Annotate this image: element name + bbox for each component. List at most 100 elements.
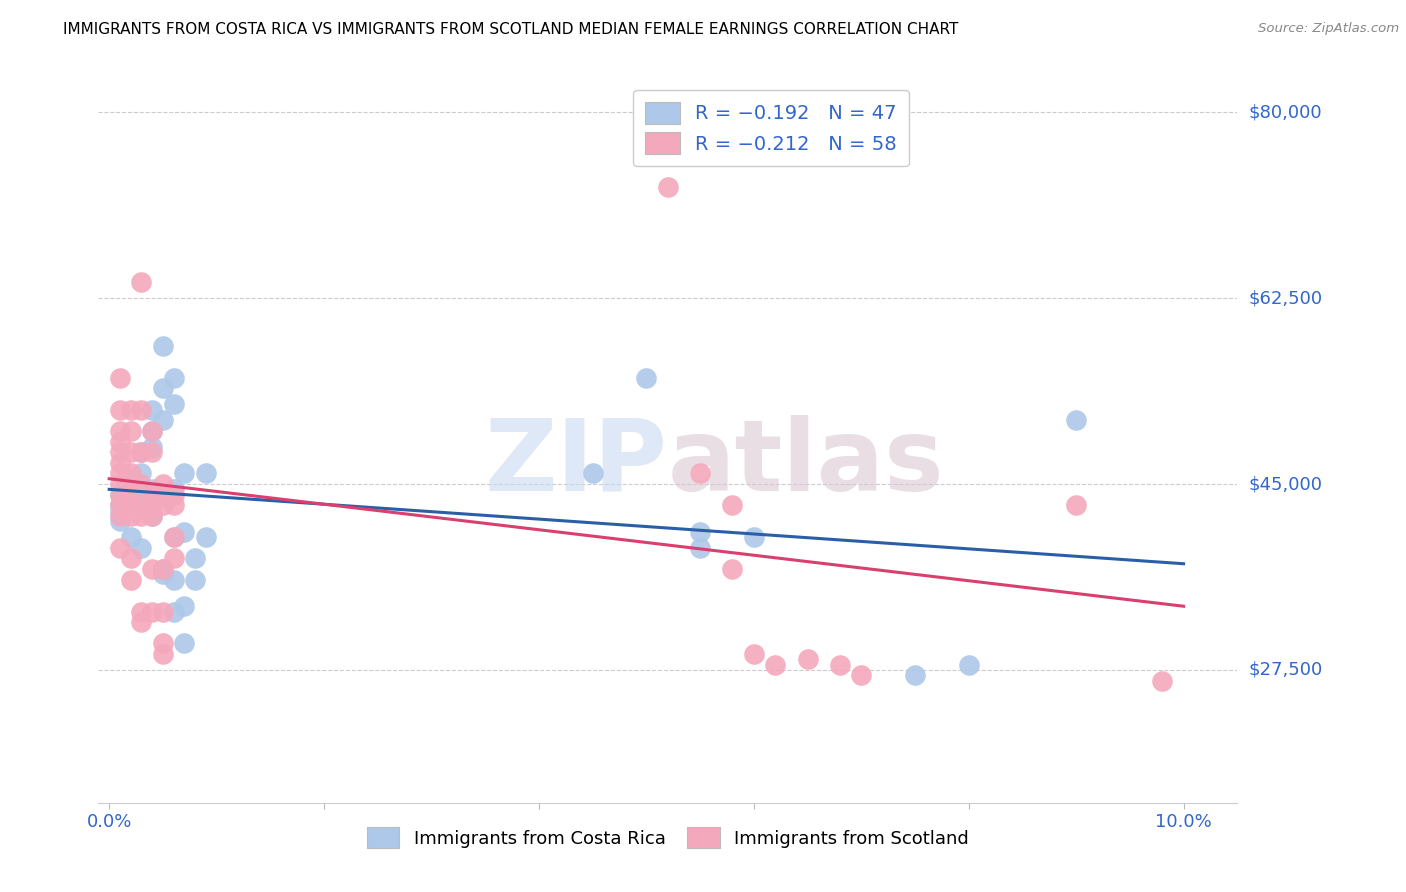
Point <box>1064 498 1087 512</box>
Point <box>120 508 142 523</box>
Point <box>162 483 184 497</box>
Point <box>108 434 131 449</box>
Point <box>657 179 679 194</box>
Point <box>108 402 131 417</box>
Point <box>162 397 184 411</box>
Point <box>120 483 142 497</box>
Point <box>689 467 711 481</box>
Point <box>152 477 174 491</box>
Point <box>141 440 163 454</box>
Point <box>131 445 153 459</box>
Point <box>152 413 174 427</box>
Point <box>108 488 131 502</box>
Point <box>636 371 658 385</box>
Point <box>173 636 195 650</box>
Point <box>120 402 142 417</box>
Point <box>721 562 744 576</box>
Point <box>194 467 217 481</box>
Point <box>763 657 786 672</box>
Point <box>173 524 195 539</box>
Point <box>131 498 153 512</box>
Text: ZIP: ZIP <box>485 415 668 512</box>
Point <box>131 488 153 502</box>
Point <box>742 647 765 661</box>
Point <box>131 615 153 630</box>
Point <box>131 541 153 555</box>
Point <box>131 467 153 481</box>
Point <box>141 498 163 512</box>
Point <box>141 493 163 508</box>
Point <box>131 605 153 619</box>
Point <box>173 467 195 481</box>
Point <box>108 467 131 481</box>
Point <box>141 424 163 438</box>
Point <box>141 562 163 576</box>
Point <box>141 508 163 523</box>
Point <box>108 541 131 555</box>
Point <box>152 339 174 353</box>
Point <box>152 605 174 619</box>
Point <box>152 567 174 582</box>
Point <box>152 381 174 395</box>
Point <box>162 551 184 566</box>
Point <box>1152 673 1174 688</box>
Point <box>194 530 217 544</box>
Point <box>162 488 184 502</box>
Point <box>120 493 142 508</box>
Point <box>108 477 131 491</box>
Point <box>904 668 927 682</box>
Point <box>141 483 163 497</box>
Point <box>120 424 142 438</box>
Point <box>108 424 131 438</box>
Point <box>141 402 163 417</box>
Point <box>120 573 142 587</box>
Point <box>120 530 142 544</box>
Point <box>162 573 184 587</box>
Point <box>162 498 184 512</box>
Point <box>742 530 765 544</box>
Point <box>828 657 851 672</box>
Point <box>721 498 744 512</box>
Point <box>184 551 207 566</box>
Legend: Immigrants from Costa Rica, Immigrants from Scotland: Immigrants from Costa Rica, Immigrants f… <box>360 820 976 855</box>
Point <box>108 508 131 523</box>
Point <box>108 456 131 470</box>
Point <box>131 498 153 512</box>
Point <box>141 488 163 502</box>
Point <box>582 467 605 481</box>
Point <box>152 488 174 502</box>
Point <box>152 647 174 661</box>
Point <box>689 524 711 539</box>
Point <box>120 467 142 481</box>
Point <box>152 636 174 650</box>
Point <box>152 562 174 576</box>
Point <box>108 514 131 528</box>
Point <box>184 573 207 587</box>
Point <box>108 445 131 459</box>
Point <box>120 498 142 512</box>
Point <box>131 275 153 289</box>
Point <box>152 562 174 576</box>
Point <box>851 668 873 682</box>
Point <box>131 402 153 417</box>
Text: $27,500: $27,500 <box>1249 661 1323 679</box>
Text: atlas: atlas <box>668 415 945 512</box>
Point <box>120 445 142 459</box>
Point <box>689 541 711 555</box>
Point <box>162 605 184 619</box>
Point <box>152 488 174 502</box>
Point <box>108 488 131 502</box>
Point <box>108 498 131 512</box>
Point <box>796 652 818 666</box>
Point <box>141 605 163 619</box>
Text: Source: ZipAtlas.com: Source: ZipAtlas.com <box>1258 22 1399 36</box>
Point <box>152 498 174 512</box>
Text: $62,500: $62,500 <box>1249 289 1323 307</box>
Point <box>131 445 153 459</box>
Point <box>162 530 184 544</box>
Point <box>173 599 195 614</box>
Point <box>120 551 142 566</box>
Point <box>957 657 980 672</box>
Point <box>120 483 142 497</box>
Point <box>141 445 163 459</box>
